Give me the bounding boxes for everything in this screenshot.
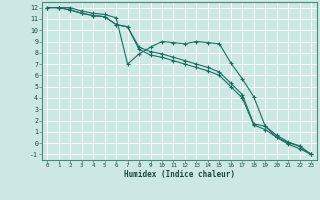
X-axis label: Humidex (Indice chaleur): Humidex (Indice chaleur) bbox=[124, 170, 235, 179]
